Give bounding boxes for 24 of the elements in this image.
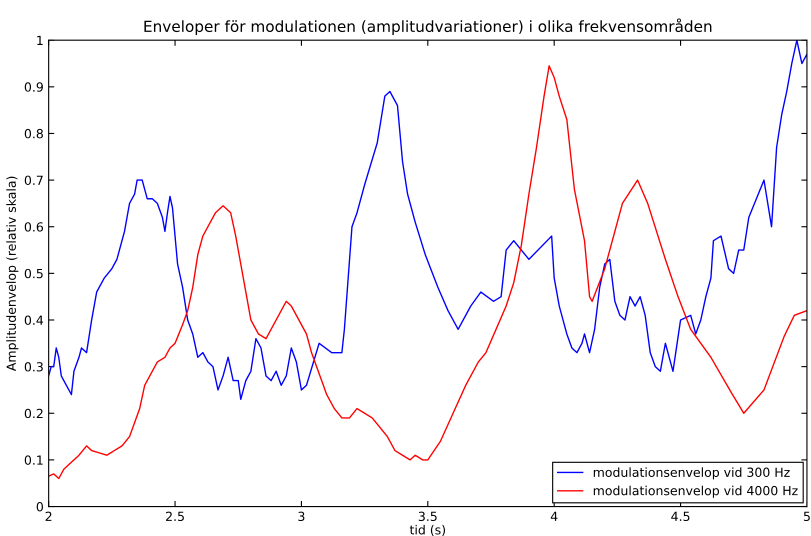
chart-title: Enveloper för modulationen (amplitudvariationer) i olika frekvensområden — [144, 18, 712, 36]
x-tick-label: 4.5 — [671, 512, 690, 522]
y-tick-label: 0.3 — [24, 362, 43, 372]
legend-label: modulationsenvelop vid 300 Hz — [594, 467, 790, 480]
y-tick-label: 0 — [36, 502, 43, 512]
y-tick-label: 0.7 — [24, 176, 43, 186]
y-tick-label: 0.9 — [24, 82, 43, 92]
y-tick-label: 0.2 — [24, 408, 43, 418]
y-tick-label: 0.8 — [24, 128, 43, 138]
line-series — [48, 65, 807, 480]
y-tick-label: 0.4 — [24, 315, 44, 325]
x-tick-label: 2 — [46, 512, 52, 521]
y-axis-title: Amplitudenvelop (relativ skala) — [6, 176, 18, 372]
x-tick-label: 2.5 — [166, 512, 184, 522]
x-tick-label: 5 — [804, 512, 810, 522]
x-tick-label: 3 — [298, 512, 304, 522]
x-tick-label: 3.5 — [418, 512, 437, 522]
y-tick-label: 0.5 — [24, 268, 43, 278]
y-tick-label: 0.1 — [24, 455, 43, 465]
legend-label: modulationsenvelop vid 4000 Hz — [594, 486, 798, 498]
x-tick-label: 4 — [550, 512, 558, 521]
y-tick-label: 1 — [37, 36, 43, 45]
y-tick-label: 0.6 — [24, 222, 44, 232]
x-axis-title: tid (s) — [410, 524, 446, 536]
